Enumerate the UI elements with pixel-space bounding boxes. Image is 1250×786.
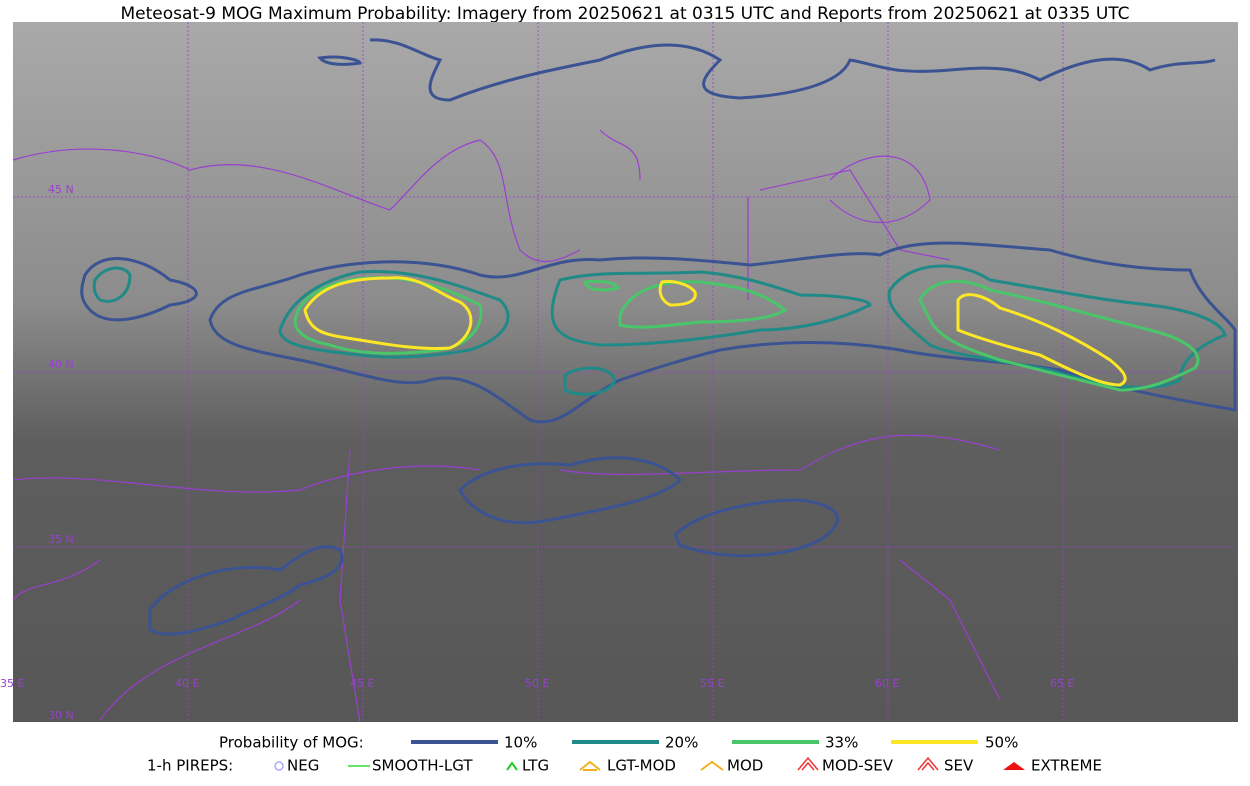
legend-entry: MOD: [727, 757, 763, 775]
borders: [12, 129, 1001, 723]
lon-label: 65 E: [1050, 677, 1074, 690]
legend-entry: EXTREME: [1031, 757, 1102, 775]
lon-label: 60 E: [875, 677, 899, 690]
legend-entry: 20%: [665, 734, 698, 752]
lon-label: 55 E: [700, 677, 724, 690]
legend-entry: LGT-MOD: [607, 757, 676, 775]
lat-label: 35 N: [48, 533, 74, 546]
legend-entry: MOD-SEV: [822, 757, 894, 775]
lat-label: 30 N: [48, 709, 74, 722]
contours: [80, 38, 1237, 636]
legend-entry: LTG: [522, 757, 549, 775]
legend: Probability of MOG: 10% 20% 33% 50% 1-h …: [147, 734, 1102, 775]
legend-entry: SEV: [944, 757, 974, 775]
legend-entry: 10%: [504, 734, 537, 752]
legend-title: 1-h PIREPS:: [147, 757, 233, 775]
legend-title: Probability of MOG:: [219, 734, 364, 752]
legend-entry: 33%: [825, 734, 858, 752]
lon-label: 40 E: [175, 677, 199, 690]
title: Meteosat-9 MOG Maximum Probability: Imag…: [120, 4, 1129, 24]
legend-entry: NEG: [287, 757, 319, 775]
lat-label: 45 N: [48, 183, 74, 196]
legend-entry: SMOOTH-LGT: [372, 757, 473, 775]
legend-entry: 50%: [985, 734, 1018, 752]
grid-labels: 45 N 40 N 35 N 30 N 35 E 40 E 45 E 50 E …: [0, 183, 1074, 722]
lon-label: 35 E: [0, 677, 24, 690]
lon-label: 50 E: [525, 677, 549, 690]
map: 45 N 40 N 35 N 30 N 35 E 40 E 45 E 50 E …: [0, 22, 1238, 723]
lon-label: 45 E: [350, 677, 374, 690]
lat-label: 40 N: [48, 358, 74, 371]
